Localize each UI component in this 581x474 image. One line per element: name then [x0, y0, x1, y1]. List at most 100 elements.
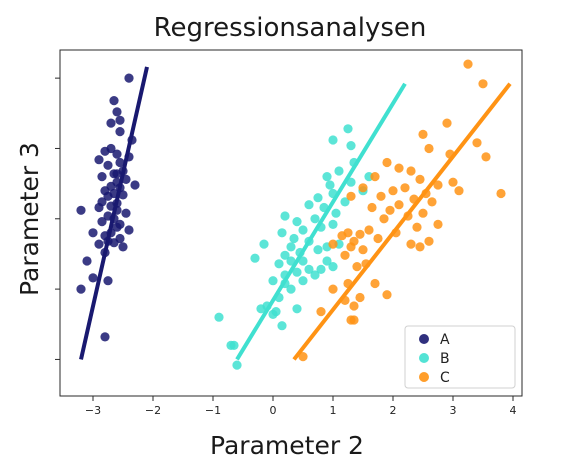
point-C — [379, 214, 389, 224]
point-B — [214, 312, 224, 322]
point-C — [349, 315, 359, 325]
point-B — [322, 256, 332, 266]
point-B — [298, 225, 308, 235]
point-C — [340, 250, 350, 260]
point-B — [274, 259, 284, 269]
point-B — [229, 340, 239, 350]
point-C — [328, 239, 338, 249]
point-C — [418, 129, 428, 139]
point-C — [376, 191, 386, 201]
regression-line-A — [79, 66, 149, 360]
point-B — [334, 166, 344, 176]
point-B — [313, 245, 323, 255]
point-A — [115, 157, 125, 168]
x-tick-label: 0 — [270, 404, 277, 417]
point-C — [418, 208, 428, 218]
point-C — [427, 197, 437, 207]
x-tick-label: 3 — [450, 404, 457, 417]
legend-marker-C — [419, 372, 429, 382]
point-B — [268, 276, 278, 286]
point-B — [232, 360, 242, 370]
point-B — [316, 264, 326, 274]
x-tick-label: −1 — [205, 404, 221, 417]
point-C — [448, 177, 458, 187]
point-C — [349, 301, 359, 311]
point-B — [322, 172, 332, 182]
point-B — [277, 228, 287, 238]
point-A — [112, 107, 122, 117]
point-B — [280, 250, 290, 260]
point-A — [106, 118, 116, 128]
point-C — [358, 183, 368, 193]
legend-label-C: C — [440, 370, 450, 386]
point-A — [103, 276, 113, 286]
y-axis — [55, 77, 60, 360]
series-C — [298, 59, 506, 362]
point-A — [103, 191, 113, 201]
point-A — [124, 225, 134, 235]
point-C — [388, 186, 398, 196]
legend-marker-A — [419, 334, 429, 344]
point-A — [115, 115, 125, 125]
point-B — [346, 141, 356, 151]
point-B — [250, 253, 260, 263]
point-B — [304, 264, 314, 274]
point-C — [346, 242, 356, 252]
point-C — [415, 242, 425, 252]
x-tick-label: −3 — [85, 404, 101, 417]
point-C — [382, 157, 392, 168]
point-B — [328, 219, 338, 229]
point-A — [115, 127, 125, 137]
point-B — [304, 200, 314, 210]
x-axis: −3 −2 −1 0 1 2 3 4 — [85, 396, 517, 417]
point-C — [433, 219, 443, 229]
point-C — [472, 138, 482, 148]
point-C — [370, 278, 380, 289]
legend: ABC — [404, 325, 516, 389]
point-C — [367, 202, 377, 213]
plot-marks — [76, 59, 512, 370]
point-A — [118, 190, 128, 200]
point-A — [88, 273, 98, 283]
point-A — [118, 242, 128, 252]
point-B — [343, 124, 353, 134]
point-B — [292, 267, 302, 277]
point-A — [97, 217, 107, 227]
point-B — [280, 211, 290, 221]
chart-title: Regressionsanalysen — [154, 13, 427, 43]
regression-line-B — [235, 82, 407, 361]
point-A — [100, 332, 110, 342]
point-C — [382, 290, 392, 300]
point-C — [424, 236, 434, 246]
point-A — [109, 238, 119, 248]
point-B — [286, 242, 296, 252]
point-B — [310, 270, 320, 280]
point-B — [292, 217, 302, 227]
x-axis-label: Parameter 2 — [210, 431, 364, 460]
point-C — [412, 222, 422, 232]
point-B — [313, 193, 323, 203]
point-A — [88, 228, 98, 238]
point-A — [103, 160, 113, 170]
point-A — [121, 208, 131, 218]
point-A — [100, 146, 110, 156]
point-B — [268, 309, 278, 319]
point-C — [424, 143, 434, 154]
legend-label-A: A — [440, 332, 450, 348]
point-B — [298, 276, 308, 286]
point-B — [286, 284, 296, 294]
point-A — [109, 96, 119, 106]
legend-label-B: B — [440, 351, 450, 367]
point-C — [406, 166, 416, 176]
point-B — [331, 208, 341, 218]
point-B — [325, 180, 335, 190]
point-C — [316, 307, 326, 317]
point-C — [400, 183, 410, 193]
point-A — [94, 202, 104, 213]
point-C — [373, 233, 383, 244]
point-C — [355, 292, 365, 303]
point-A — [94, 239, 104, 249]
point-C — [385, 205, 395, 215]
point-C — [406, 239, 416, 249]
